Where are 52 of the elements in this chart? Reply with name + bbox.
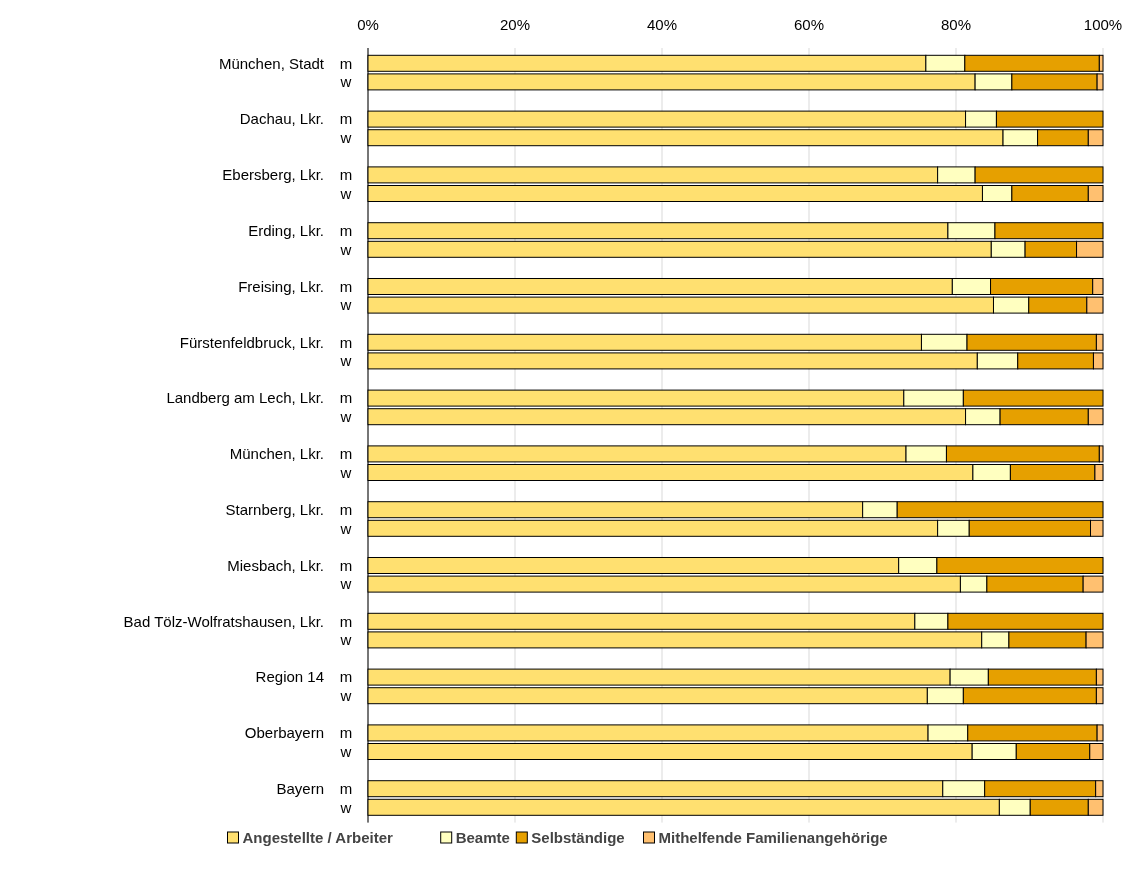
y-tick-label: m — [339, 110, 353, 128]
text: Erding, Lkr. — [248, 221, 324, 239]
y-tick-label: w — [339, 184, 352, 202]
text: Oberbayern — [244, 724, 324, 742]
x-tick-label: 20% — [499, 16, 531, 33]
y-tick-label: m — [339, 612, 353, 630]
y-tick-label: m — [339, 445, 353, 463]
y-tick-label: w — [339, 407, 352, 425]
text: Ebersberg, Lkr. — [222, 166, 324, 184]
text: Miesbach, Lkr. — [227, 556, 324, 574]
text: Fürstenfeldbruck, Lkr. — [179, 333, 324, 351]
y-tick-label: w — [339, 575, 352, 593]
y-tick-label: m — [339, 779, 353, 797]
text: München, Lkr. — [229, 445, 324, 463]
y-tick-label: w — [339, 73, 352, 91]
y-tick-label: m — [339, 54, 353, 72]
y-tick-label: w — [339, 296, 352, 314]
y-tick-label: w — [339, 631, 352, 649]
text: Freising, Lkr. — [238, 277, 324, 295]
y-tick-label: w — [339, 240, 352, 258]
y-tick-label: w — [339, 352, 352, 370]
text: Landberg am Lech, Lkr. — [166, 389, 324, 407]
y-tick-label: w — [339, 686, 352, 704]
x-tick-label: 0% — [357, 16, 379, 33]
y-tick-label: w — [339, 463, 352, 481]
legend-label: Selbständige — [531, 829, 625, 847]
y-tick-label: m — [339, 277, 353, 295]
y-tick-label: m — [339, 333, 353, 351]
y-tick-label: m — [339, 556, 353, 574]
legend-label: Angestellte / Arbeiter — [242, 829, 393, 847]
text: München, Stadt — [218, 54, 325, 72]
text: Region 14 — [255, 668, 324, 686]
y-tick-label: m — [339, 668, 353, 686]
y-tick-label: m — [339, 389, 353, 407]
y-tick-label: m — [339, 724, 353, 742]
y-tick-label: w — [339, 128, 352, 146]
legend-label: Beamte — [455, 829, 510, 847]
y-tick-label: w — [339, 519, 352, 537]
text: Starnberg, Lkr. — [225, 500, 324, 518]
text: Bayern — [276, 779, 324, 797]
y-tick-label: m — [339, 500, 353, 518]
text: Dachau, Lkr. — [239, 110, 324, 128]
y-tick-label: m — [339, 166, 353, 184]
y-tick-label: w — [339, 798, 352, 816]
x-tick-label: 100% — [1083, 16, 1123, 33]
x-tick-label: 40% — [646, 16, 678, 33]
legend-label: Mithelfende Familienangehörige — [658, 829, 888, 847]
y-tick-label: m — [339, 221, 353, 239]
y-tick-label: w — [339, 742, 352, 760]
x-tick-label: 60% — [793, 16, 825, 33]
text: Bad Tölz-Wolfratshausen, Lkr. — [123, 612, 324, 630]
x-tick-label: 80% — [940, 16, 972, 33]
